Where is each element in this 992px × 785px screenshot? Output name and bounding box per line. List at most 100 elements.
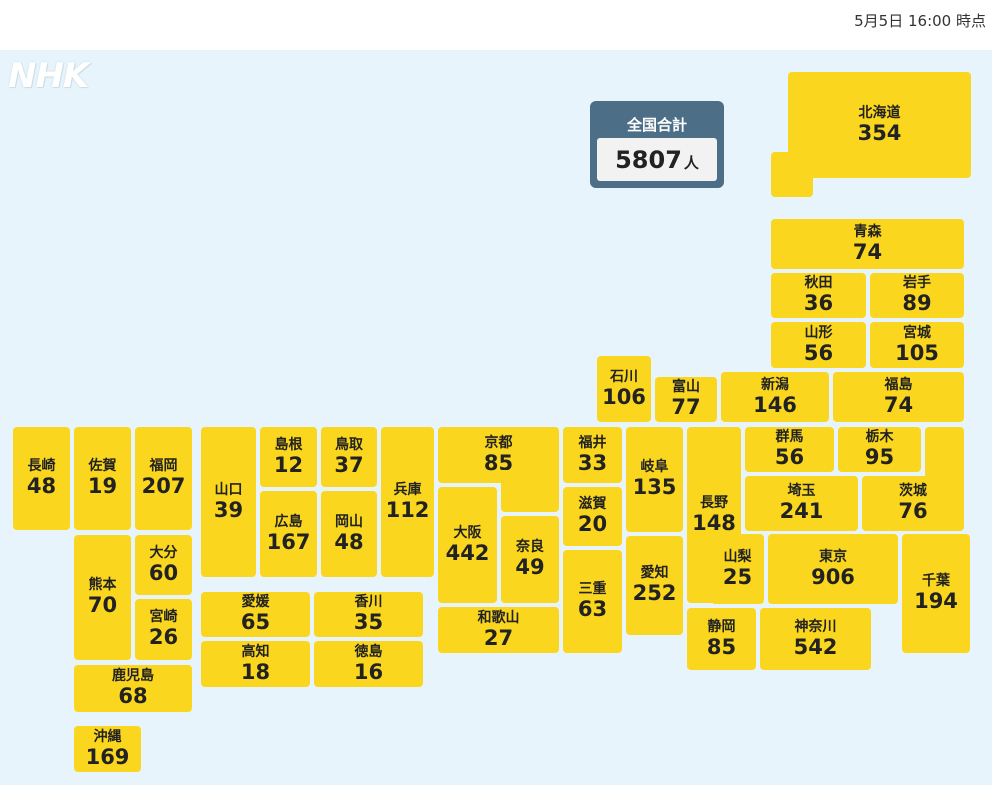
- prefecture-tile-ishikawa[interactable]: 石川 106: [597, 356, 651, 422]
- prefecture-tile-wakayama[interactable]: 和歌山 27: [438, 607, 559, 653]
- prefecture-name: 広島: [274, 513, 303, 530]
- prefecture-value: 48: [26, 474, 57, 499]
- prefecture-value: 68: [118, 684, 148, 709]
- prefecture-tile-yamaguchi[interactable]: 山口 39: [201, 427, 256, 577]
- prefecture-tile-kyoto-extension[interactable]: [501, 470, 559, 512]
- prefecture-name: 愛媛: [241, 594, 270, 611]
- prefecture-name: 千葉: [922, 573, 950, 590]
- prefecture-name: 茨城: [899, 483, 927, 500]
- prefecture-value: 35: [353, 610, 384, 635]
- prefecture-value: 542: [793, 634, 838, 659]
- prefecture-name: 石川: [610, 368, 638, 385]
- prefecture-tile-shimane[interactable]: 島根 12: [260, 427, 317, 487]
- prefecture-tile-niigata[interactable]: 新潟 146: [721, 372, 829, 422]
- prefecture-tile-fukushima[interactable]: 福島 74: [833, 372, 964, 422]
- prefecture-value: 169: [85, 744, 130, 769]
- prefecture-name: 岡山: [335, 513, 363, 530]
- prefecture-tile-tokushima[interactable]: 徳島 16: [314, 641, 423, 687]
- prefecture-tile-tottori[interactable]: 鳥取 37: [321, 427, 377, 487]
- prefecture-tile-kanagawa[interactable]: 神奈川 542: [760, 608, 871, 670]
- prefecture-tile-ehime[interactable]: 愛媛 65: [201, 592, 310, 637]
- prefecture-tile-gifu[interactable]: 岐阜 135: [626, 427, 683, 532]
- prefecture-name: 山口: [214, 481, 243, 498]
- prefecture-name: 島根: [274, 436, 303, 453]
- prefecture-value: 39: [213, 497, 244, 522]
- prefecture-value: 37: [334, 452, 364, 477]
- prefecture-tile-yamagata[interactable]: 山形 56: [771, 322, 866, 368]
- prefecture-name: 富山: [672, 379, 700, 396]
- prefecture-tile-ibaraki[interactable]: 茨城 76: [862, 476, 964, 531]
- prefecture-tile-shiga[interactable]: 滋賀 20: [563, 487, 622, 546]
- prefecture-name: 大分: [149, 544, 178, 561]
- prefecture-tile-hokkaido-extension[interactable]: [771, 152, 813, 197]
- prefecture-name: 宮崎: [149, 609, 178, 626]
- prefecture-tile-tokyo[interactable]: 東京 906: [768, 534, 898, 604]
- prefecture-value: 19: [87, 474, 118, 499]
- prefecture-name: 岩手: [903, 275, 931, 292]
- prefecture-value: 56: [803, 340, 834, 365]
- prefecture-value: 74: [852, 239, 883, 264]
- prefecture-tile-miyagi[interactable]: 宮城 105: [870, 322, 964, 368]
- national-total-panel: 全国合計 5807 人: [590, 101, 724, 188]
- prefecture-name: 高知: [241, 643, 270, 660]
- prefecture-tile-fukuoka[interactable]: 福岡 207: [135, 427, 192, 530]
- prefecture-value: 112: [385, 497, 430, 522]
- prefecture-tile-kochi[interactable]: 高知 18: [201, 641, 310, 687]
- prefecture-tile-tochigi[interactable]: 栃木 95: [838, 427, 921, 472]
- prefecture-tile-akita[interactable]: 秋田 36: [771, 273, 866, 318]
- national-total-box: 5807 人: [597, 138, 717, 181]
- prefecture-tile-iwate[interactable]: 岩手 89: [870, 273, 964, 318]
- prefecture-name: 福井: [578, 434, 607, 451]
- prefecture-value: 56: [774, 445, 805, 470]
- prefecture-tile-gunma[interactable]: 群馬 56: [745, 427, 834, 472]
- prefecture-name: 静岡: [707, 618, 736, 635]
- prefecture-name: 東京: [819, 548, 847, 565]
- prefecture-tile-saga[interactable]: 佐賀 19: [74, 427, 131, 530]
- prefecture-tile-nagasaki[interactable]: 長崎 48: [13, 427, 70, 530]
- prefecture-value: 442: [445, 540, 490, 565]
- prefecture-name: 鳥取: [335, 436, 363, 453]
- prefecture-tile-toyama[interactable]: 富山 77: [655, 377, 717, 422]
- prefecture-name: 熊本: [88, 577, 117, 594]
- prefecture-value: 194: [914, 589, 958, 614]
- prefecture-tile-miyazaki[interactable]: 宮崎 26: [135, 599, 192, 660]
- prefecture-name: 三重: [578, 581, 607, 598]
- prefecture-tile-hyogo[interactable]: 兵庫 112: [381, 427, 434, 577]
- prefecture-value: 48: [334, 529, 364, 554]
- prefecture-value: 12: [273, 452, 304, 477]
- prefecture-name: 香川: [354, 594, 383, 611]
- prefecture-name: 福島: [884, 376, 913, 393]
- prefecture-tile-chiba[interactable]: 千葉 194: [902, 534, 970, 653]
- prefecture-tile-osaka[interactable]: 大阪 442: [438, 487, 497, 603]
- prefecture-tile-aichi[interactable]: 愛知 252: [626, 536, 683, 635]
- prefecture-tile-aomori[interactable]: 青森 74: [771, 219, 964, 269]
- prefecture-value: 74: [883, 392, 914, 417]
- prefecture-tile-oita[interactable]: 大分 60: [135, 535, 192, 595]
- prefecture-value: 241: [779, 499, 824, 524]
- prefecture-tile-okayama[interactable]: 岡山 48: [321, 491, 377, 577]
- prefecture-name: 佐賀: [88, 458, 117, 475]
- prefecture-tile-fukui[interactable]: 福井 33: [563, 427, 622, 483]
- prefecture-tile-yamanashi[interactable]: 山梨 25: [711, 534, 764, 604]
- prefecture-tile-okinawa[interactable]: 沖縄 169: [74, 726, 141, 772]
- prefecture-tile-saitama[interactable]: 埼玉 241: [745, 476, 858, 531]
- prefecture-tile-hokkaido[interactable]: 北海道 354: [788, 72, 971, 178]
- prefecture-tile-mie[interactable]: 三重 63: [563, 550, 622, 653]
- prefecture-tile-shizuoka[interactable]: 静岡 85: [687, 608, 756, 670]
- prefecture-value: 85: [706, 634, 737, 659]
- prefecture-value: 95: [864, 445, 895, 470]
- prefecture-name: 沖縄: [93, 728, 122, 745]
- prefecture-value: 77: [671, 395, 701, 420]
- prefecture-value: 105: [895, 340, 939, 365]
- prefecture-tile-kagawa[interactable]: 香川 35: [314, 592, 423, 637]
- prefecture-value: 135: [632, 475, 677, 500]
- prefecture-tile-nara[interactable]: 奈良 49: [501, 516, 559, 603]
- prefecture-name: 青森: [853, 223, 882, 240]
- prefecture-tile-kumamoto[interactable]: 熊本 70: [74, 535, 131, 660]
- prefecture-tile-kagoshima[interactable]: 鹿児島 68: [74, 665, 192, 712]
- prefecture-name: 神奈川: [794, 618, 837, 635]
- prefecture-tile-hiroshima[interactable]: 広島 167: [260, 491, 317, 577]
- prefecture-value: 148: [692, 510, 736, 535]
- prefecture-name: 兵庫: [393, 481, 422, 498]
- prefecture-value: 167: [266, 529, 311, 554]
